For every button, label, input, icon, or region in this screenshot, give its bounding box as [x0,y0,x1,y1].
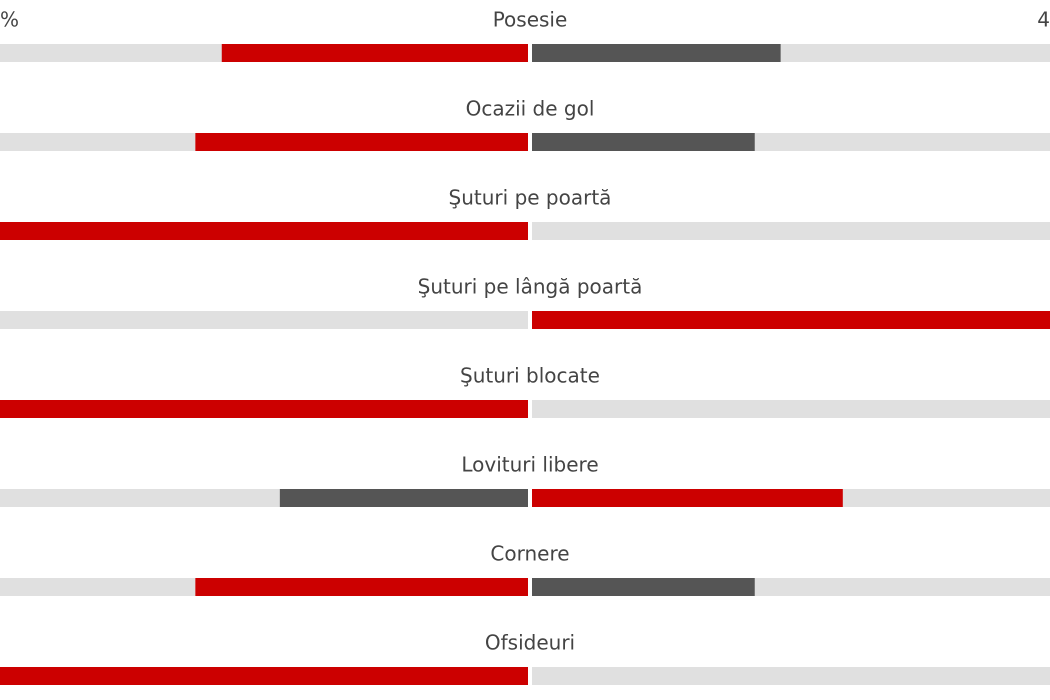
bar-track [532,222,1050,240]
stat-label: Şuturi pe poartă [449,186,612,210]
stat-label: Şuturi pe lângă poartă [418,275,643,299]
left-bar [0,400,528,418]
left-bar [195,578,529,596]
stat-label: Ocazii de gol [466,97,595,121]
left-bar [221,44,528,62]
stat-label: Posesie [493,8,568,32]
bar-track [532,400,1050,418]
right-bar [532,133,755,151]
corner-label: % [0,8,19,32]
left-bar [0,222,528,240]
left-bar [0,667,528,685]
bar-track [0,311,528,329]
right-bar [532,489,843,507]
right-bar [532,311,1050,329]
left-bar [279,489,528,507]
left-bar [195,133,529,151]
stat-label: Şuturi blocate [460,364,600,388]
stat-label: Cornere [490,542,569,566]
corner-label: 4 [1037,8,1050,32]
stat-label: Lovituri libere [461,453,598,477]
bar-track [532,667,1050,685]
stat-label: Ofsideuri [485,631,575,655]
right-bar [532,44,781,62]
right-bar [532,578,755,596]
